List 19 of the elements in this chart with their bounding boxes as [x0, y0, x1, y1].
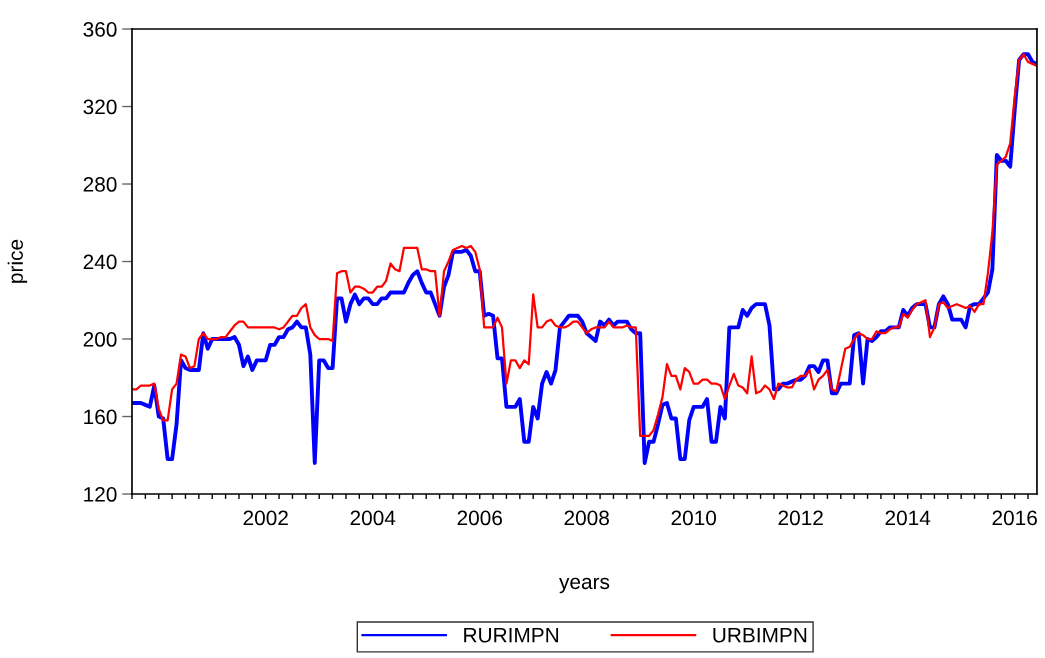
- y-tick-label: 320: [83, 99, 117, 115]
- y-tick-label: 200: [83, 332, 117, 347]
- y-tick-label: 120: [84, 487, 117, 502]
- x-tick-label: 2016: [992, 510, 1037, 526]
- legend-label: RURIMPN: [464, 628, 559, 643]
- legend-label: URBIMPN: [713, 628, 807, 643]
- x-tick-label: 2002: [243, 510, 288, 526]
- y-tick-label: 360: [83, 22, 117, 37]
- y-tick-label: 280: [83, 177, 117, 192]
- y-tick-label: 160: [84, 409, 117, 425]
- x-tick-label: 2012: [778, 510, 823, 526]
- x-tick-label: 2004: [350, 510, 396, 526]
- x-tick-label: 2006: [457, 510, 502, 526]
- x-tick-label: 2010: [671, 510, 717, 526]
- y-axis-title: price: [7, 239, 28, 283]
- y-tick-label: 240: [83, 254, 117, 270]
- x-axis-title: years: [559, 577, 610, 594]
- x-tick-label: 2008: [564, 510, 609, 526]
- x-tick-label: 2014: [885, 510, 931, 526]
